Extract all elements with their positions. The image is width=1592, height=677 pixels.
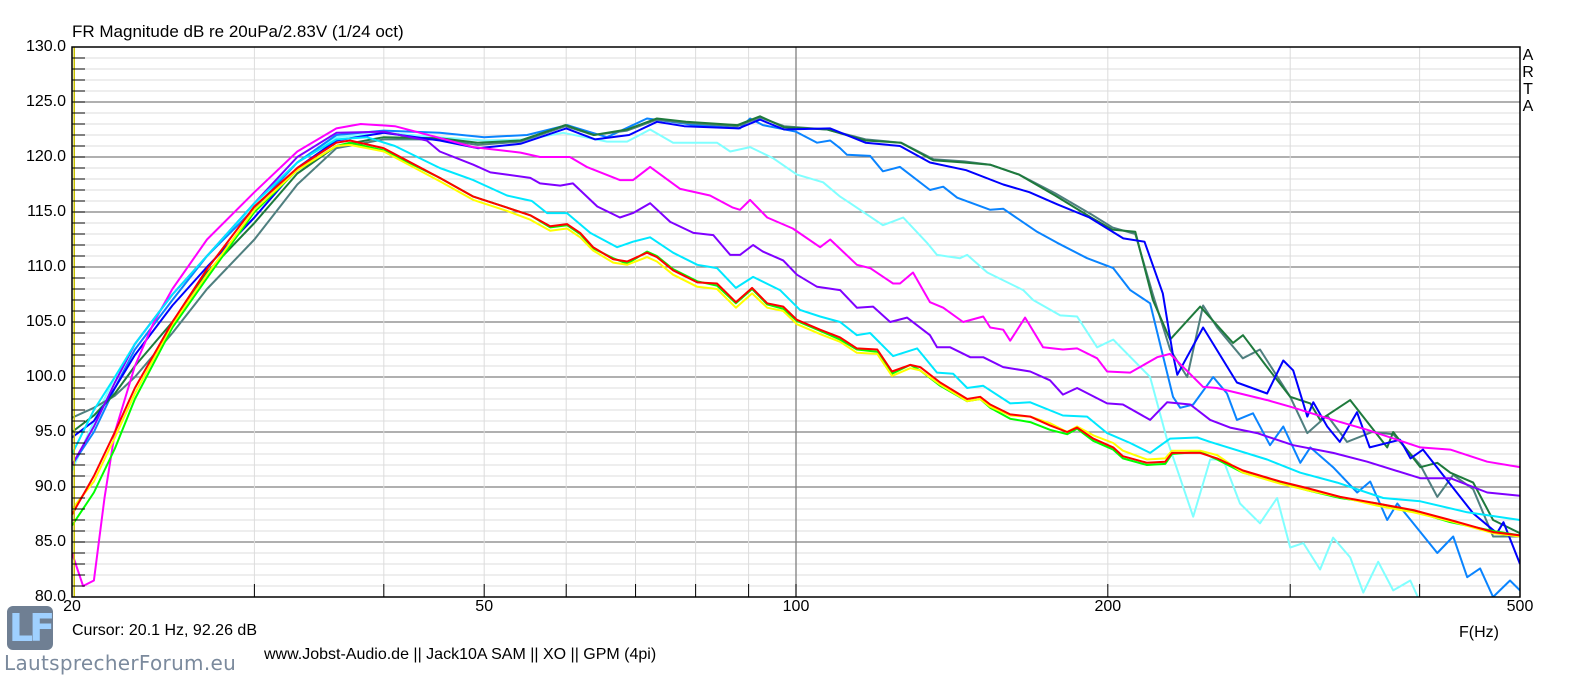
side-label-letter: A (1522, 98, 1534, 115)
x-axis-label: F(Hz) (1459, 624, 1499, 641)
logo-letters: LF (8, 606, 55, 650)
series-line-6 (72, 123, 1520, 587)
y-tick-label: 130.0 (25, 38, 66, 55)
y-tick-label: 80.0 (34, 588, 66, 605)
series-line-10 (72, 143, 1520, 538)
y-tick-label: 95.0 (34, 423, 66, 440)
y-tick-label: 115.0 (27, 203, 66, 220)
x-tick-label: 500 (1506, 598, 1534, 615)
series-line-7 (72, 130, 1520, 497)
y-tick-label: 100.0 (25, 368, 66, 385)
y-tick-label: 110.0 (27, 258, 66, 275)
y-tick-label: 120.0 (25, 148, 66, 165)
series-line-11 (72, 139, 1520, 537)
y-tick-label: 105.0 (25, 313, 66, 330)
series-line-5 (72, 118, 1520, 565)
series-group (72, 115, 1520, 597)
watermark-text: LautsprecherForum.eu (4, 651, 237, 675)
watermark-logo: LF (7, 606, 55, 650)
info-line: www.Jobst-Audio.de || Jack10A SAM || XO … (264, 646, 657, 663)
series-line-1 (72, 128, 1419, 597)
x-tick-label: 50 (475, 598, 494, 615)
y-tick-label: 125.0 (25, 93, 66, 110)
y-tick-label: 90.0 (34, 478, 66, 495)
axis-ticks (72, 57, 1421, 597)
series-line-8 (72, 136, 1520, 521)
x-tick-label: 20 (63, 598, 81, 615)
side-label: A R T A (1521, 47, 1535, 115)
side-label-letter: A (1522, 47, 1534, 64)
y-tick-label: 85.0 (34, 533, 66, 550)
x-tick-label: 200 (1094, 598, 1122, 615)
cursor-readout: Cursor: 20.1 Hz, 92.26 dB (72, 622, 257, 639)
side-label-letter: R (1522, 64, 1534, 81)
side-label-letter: T (1523, 81, 1533, 98)
x-tick-label: 100 (782, 598, 810, 615)
chart-title: FR Magnitude dB re 20uPa/2.83V (1/24 oct… (72, 22, 404, 41)
